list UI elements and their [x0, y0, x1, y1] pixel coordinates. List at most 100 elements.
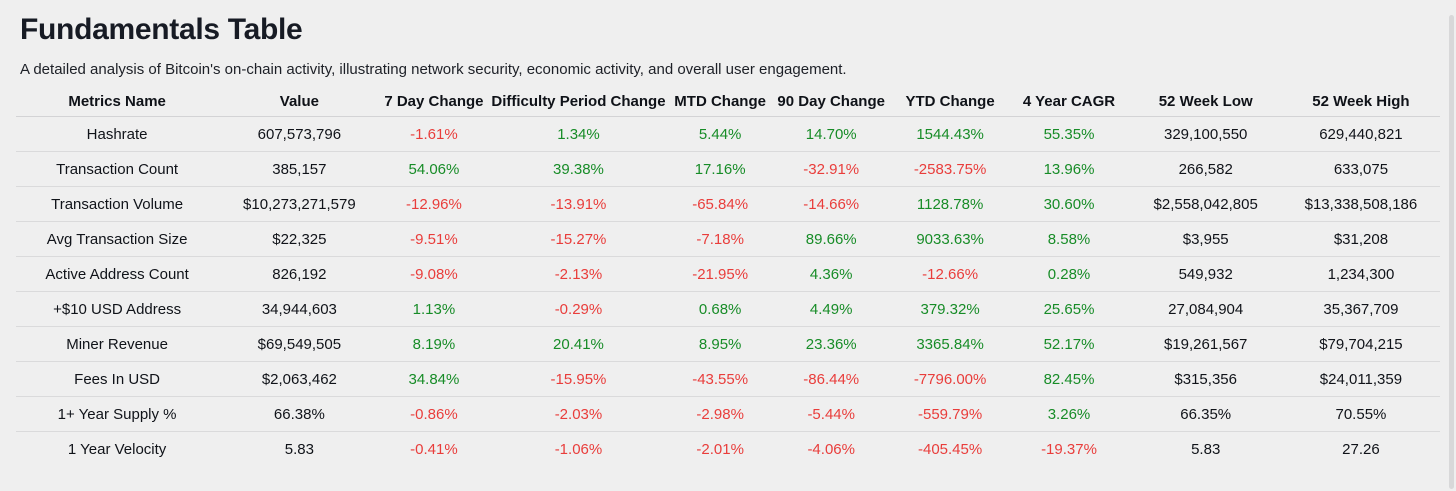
week-low-cell: 266,582: [1178, 160, 1233, 178]
change-cell: 379.32%: [920, 300, 980, 318]
change-cell: 23.36%: [805, 335, 857, 353]
change-cell: 8.19%: [412, 335, 456, 353]
value-cell: $22,325: [272, 230, 327, 248]
column-header: 52 Week Low: [1158, 93, 1253, 111]
change-cell: -12.96%: [405, 195, 462, 213]
metric-name-cell: Fees In USD: [74, 370, 161, 388]
value-cell: 34,944,603: [261, 300, 337, 318]
table-row: Fees In USD $2,063,462 34.84% -15.95% -43.55…: [16, 361, 1440, 397]
change-cell: -86.44%: [803, 370, 860, 388]
week-low-cell: $315,356: [1174, 370, 1237, 388]
metric-name-cell: Transaction Count: [56, 160, 179, 178]
change-cell: -15.95%: [550, 370, 607, 388]
table-row: Transaction Volume $10,273,271,579 -12.96%…: [16, 186, 1440, 222]
week-high-cell: $13,338,508,186: [1304, 195, 1418, 213]
change-cell: 82.45%: [1043, 370, 1095, 388]
table-row: Avg Transaction Size $22,325 -9.51% -15.27%…: [16, 221, 1440, 257]
change-cell: 5.44%: [698, 125, 742, 143]
change-cell: -2.03%: [554, 405, 603, 423]
value-cell: 5.83: [284, 440, 314, 458]
table-row: 1 Year Velocity 5.83 -0.41% -1.06% -2.01% -4.…: [16, 431, 1440, 467]
value-cell: 385,157: [272, 160, 327, 178]
change-cell: -559.79%: [917, 405, 983, 423]
week-high-cell: $79,704,215: [1319, 335, 1403, 353]
change-cell: -15.27%: [550, 230, 607, 248]
scrollbar-thumb[interactable]: [1449, 15, 1454, 489]
table-row: Transaction Count 385,157 54.06% 39.38% 17.1…: [16, 151, 1440, 187]
week-low-cell: 5.83: [1191, 440, 1221, 458]
column-header: YTD Change: [905, 93, 995, 111]
value-cell: $69,549,505: [257, 335, 342, 353]
column-header: 4 Year CAGR: [1022, 93, 1116, 111]
value-cell: $2,063,462: [261, 370, 337, 388]
change-cell: -405.45%: [917, 440, 983, 458]
metric-name-cell: +$10 USD Address: [53, 300, 182, 318]
change-cell: -43.55%: [692, 370, 749, 388]
change-cell: 14.70%: [805, 125, 857, 143]
change-cell: -14.66%: [803, 195, 860, 213]
week-high-cell: $31,208: [1333, 230, 1389, 248]
week-low-cell: 549,932: [1178, 265, 1233, 283]
column-header: Value: [279, 93, 319, 111]
value-cell: $10,273,271,579: [243, 195, 356, 213]
change-cell: 34.84%: [408, 370, 460, 388]
change-cell: 1544.43%: [916, 125, 984, 143]
change-cell: -9.08%: [410, 265, 458, 283]
change-cell: 9033.63%: [916, 230, 984, 248]
column-header: MTD Change: [674, 93, 766, 111]
change-cell: 1.13%: [412, 300, 456, 318]
page-title: Fundamentals Table: [20, 13, 303, 46]
metric-name-cell: Transaction Volume: [51, 195, 184, 213]
page-subtitle: A detailed analysis of Bitcoin's on-chai…: [20, 60, 847, 78]
change-cell: -1.61%: [410, 125, 458, 143]
change-cell: -0.86%: [410, 405, 458, 423]
change-cell: 4.36%: [809, 265, 853, 283]
metric-name-cell: 1 Year Velocity: [67, 440, 167, 458]
fundamentals-page: Fundamentals Table A detailed analysis o…: [0, 13, 1456, 467]
change-cell: 89.66%: [805, 230, 857, 248]
change-cell: -19.37%: [1041, 440, 1097, 458]
week-low-cell: 66.35%: [1180, 405, 1232, 423]
change-cell: -2.98%: [696, 405, 744, 423]
week-low-cell: $3,955: [1182, 230, 1229, 248]
metric-name-cell: Active Address Count: [45, 265, 189, 283]
change-cell: -13.91%: [550, 195, 607, 213]
table-row: 1+ Year Supply % 66.38% -0.86% -2.03% -2.98%…: [16, 396, 1440, 432]
week-low-cell: $2,558,042,805: [1153, 195, 1258, 213]
change-cell: 8.58%: [1047, 230, 1091, 248]
change-cell: 1128.78%: [916, 195, 984, 213]
change-cell: 25.65%: [1043, 300, 1095, 318]
change-cell: -2.01%: [696, 440, 744, 458]
column-header: 7 Day Change: [384, 93, 484, 111]
week-high-cell: 35,367,709: [1323, 300, 1399, 318]
week-high-cell: 1,234,300: [1327, 265, 1395, 283]
change-cell: 8.95%: [698, 335, 742, 353]
change-cell: 54.06%: [408, 160, 460, 178]
change-cell: -5.44%: [807, 405, 855, 423]
week-low-cell: 329,100,550: [1163, 125, 1248, 143]
table-row: +$10 USD Address 34,944,603 1.13% -0.29% 0.6…: [16, 291, 1440, 327]
change-cell: 17.16%: [694, 160, 746, 178]
change-cell: -4.06%: [807, 440, 855, 458]
week-high-cell: 633,075: [1333, 160, 1389, 178]
week-high-cell: 629,440,821: [1319, 125, 1403, 143]
column-header: 90 Day Change: [777, 93, 885, 111]
metric-name-cell: Avg Transaction Size: [46, 230, 188, 248]
column-header: 52 Week High: [1312, 93, 1410, 111]
metric-name-cell: Hashrate: [86, 125, 148, 143]
week-high-cell: 70.55%: [1335, 405, 1387, 423]
table-row: Miner Revenue $69,549,505 8.19% 20.41% 8.95%…: [16, 326, 1440, 362]
week-high-cell: 27.26: [1342, 440, 1380, 458]
change-cell: -9.51%: [410, 230, 458, 248]
change-cell: -2583.75%: [913, 160, 987, 178]
value-cell: 607,573,796: [257, 125, 342, 143]
change-cell: 1.34%: [557, 125, 600, 143]
change-cell: -7.18%: [696, 230, 744, 248]
change-cell: -7796.00%: [913, 370, 987, 388]
week-low-cell: 27,084,904: [1168, 300, 1244, 318]
column-header: Difficulty Period Change: [491, 93, 666, 111]
table-header-row: Metrics Name Value 7 Day Change Difficulty …: [16, 88, 1440, 117]
change-cell: 52.17%: [1043, 335, 1095, 353]
value-cell: 826,192: [272, 265, 327, 283]
change-cell: -21.95%: [692, 265, 749, 283]
